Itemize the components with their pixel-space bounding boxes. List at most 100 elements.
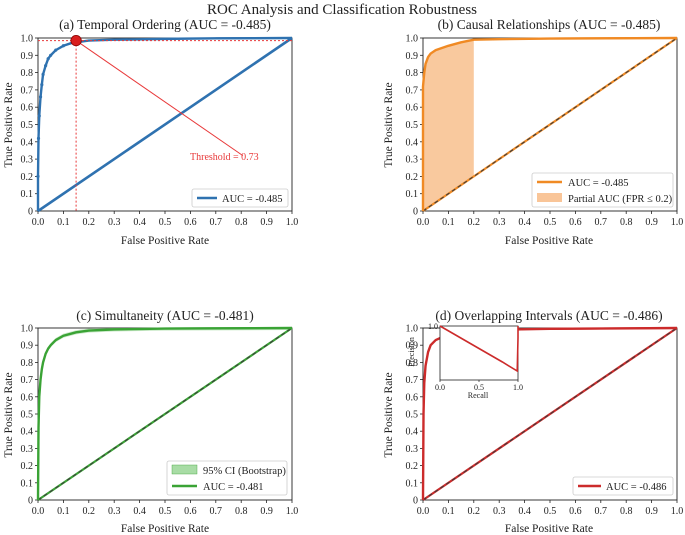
y-tick-label: 0.6 — [406, 103, 419, 114]
x-tick-label: 0.1 — [57, 506, 70, 517]
x-tick-label: 0.5 — [544, 217, 557, 228]
inset-y-label: Precision — [407, 337, 416, 367]
roc-point — [61, 44, 65, 48]
legend-swatch-partial-auc — [537, 193, 562, 202]
x-tick-label: 0.5 — [544, 506, 557, 517]
y-tick-label: 0.1 — [406, 189, 419, 200]
plot-area: 0.0 0.1 0.2 0.3 0.4 0.5 0.6 0.7 0.8 0.9 1.0 0 0.1 0.2… — [21, 34, 299, 229]
inset-x-tick-label: 0.0 — [435, 383, 445, 392]
threshold-marker — [70, 34, 82, 47]
y-tick-label: 0.2 — [21, 172, 34, 183]
panel-title: (b) Causal Relationships (AUC = -0.485) — [438, 17, 661, 32]
x-tick-label: 0.9 — [260, 217, 273, 228]
legend-label-auc: AUC = -0.485 — [568, 178, 628, 189]
panel-d-overlapping-intervals: 0.0 0.1 0.2 0.3 0.4 0.5 0.6 0.7 0.8 0.9 1.0 0 0.1 0.2… — [383, 308, 683, 535]
y-tick-label: 0.9 — [406, 341, 419, 352]
y-tick-label: 0.8 — [406, 358, 419, 369]
x-tick-label: 0.5 — [159, 217, 172, 228]
y-tick-label: 0.1 — [406, 478, 419, 489]
y-tick-label: 0 — [28, 207, 33, 218]
y-axis-label: True Positive Rate — [383, 372, 395, 457]
x-tick-label: 0.8 — [620, 217, 633, 228]
x-tick-label: 1.0 — [286, 217, 299, 228]
y-tick-label: 0.5 — [406, 410, 419, 421]
roc-point — [36, 136, 41, 140]
y-tick-label: 0.3 — [21, 444, 34, 455]
inset-x-label: Recall — [468, 391, 489, 400]
x-tick-label: 0.1 — [442, 217, 455, 228]
y-axis-label: True Positive Rate — [3, 82, 15, 167]
y-tick-label: 0.9 — [406, 51, 419, 62]
x-tick-label: 1.0 — [671, 217, 684, 228]
x-tick-label: 0.7 — [210, 506, 223, 517]
y-tick-label: 0.7 — [21, 375, 34, 386]
roc-curve-line — [36, 326, 293, 501]
legend-label: AUC = -0.486 — [606, 482, 666, 493]
x-tick-label: 0.0 — [417, 506, 430, 517]
inset-x-tick-label: 1.0 — [513, 383, 523, 392]
x-tick-label: 0.1 — [57, 217, 70, 228]
inset-x-tick-label: 0.5 — [474, 383, 484, 392]
panel-title: (a) Temporal Ordering (AUC = -0.485) — [59, 17, 271, 32]
x-tick-label: 0.8 — [235, 217, 248, 228]
x-tick-label: 0.8 — [235, 506, 248, 517]
x-tick-label: 0.6 — [184, 506, 197, 517]
random-diagonal-line — [37, 36, 293, 213]
roc-point — [37, 114, 41, 118]
legend-swatch-ci — [171, 464, 198, 475]
partial-auc-region — [423, 39, 474, 212]
precision-recall-curve — [439, 325, 519, 373]
y-tick-label: 0.3 — [406, 155, 419, 166]
y-tick-label: 0.5 — [21, 410, 34, 421]
threshold-annotation: Threshold = 0.73 — [190, 152, 259, 163]
y-tick-label: 0.4 — [21, 137, 34, 148]
x-tick-label: 0.4 — [518, 217, 531, 228]
y-tick-label: 0 — [413, 207, 418, 218]
x-tick-label: 0.9 — [645, 506, 658, 517]
figure-suptitle: ROC Analysis and Classification Robustne… — [207, 2, 477, 18]
y-tick-label: 0.4 — [406, 137, 419, 148]
y-tick-label: 1.0 — [21, 324, 34, 335]
y-tick-label: 0.1 — [21, 189, 34, 200]
y-tick-label: 1.0 — [406, 34, 419, 45]
legend-box — [531, 172, 674, 208]
x-tick-label: 0.6 — [184, 217, 197, 228]
x-tick-label: 0.9 — [260, 506, 273, 517]
roc-curve-line — [421, 36, 678, 211]
y-tick-label: 0 — [28, 496, 33, 507]
roc-point — [38, 95, 43, 99]
y-tick-label: 0.8 — [21, 358, 34, 369]
legend-label: AUC = -0.485 — [222, 194, 282, 205]
legend-box — [191, 188, 289, 208]
roc-point — [41, 72, 45, 76]
y-tick-label: 0.3 — [406, 444, 419, 455]
y-tick-label: 0.6 — [406, 392, 419, 403]
y-axis-label: True Positive Rate — [3, 372, 15, 457]
roc-point — [46, 57, 50, 61]
panel-title: (c) Simultaneity (AUC = -0.481) — [76, 308, 253, 323]
y-tick-label: 0.6 — [21, 392, 34, 403]
x-tick-label: 0.2 — [468, 217, 481, 228]
x-tick-label: 0.3 — [108, 217, 121, 228]
threshold-arrow — [75, 40, 244, 157]
x-tick-label: 0.9 — [645, 217, 658, 228]
y-axis-label: True Positive Rate — [383, 82, 395, 167]
roc-curve-top — [549, 37, 678, 40]
panel-c-simultaneity: 0.0 0.1 0.2 0.3 0.4 0.5 0.6 0.7 0.8 0.9 1.0 0 0.1 0.2… — [3, 308, 298, 535]
x-axis-label: False Positive Rate — [505, 235, 593, 247]
x-tick-label: 0.7 — [595, 506, 608, 517]
y-tick-label: 1.0 — [21, 34, 34, 45]
panel-a-temporal-ordering: 0.0 0.1 0.2 0.3 0.4 0.5 0.6 0.7 0.8 0.9 1.0 0 0.1 0.2… — [3, 17, 298, 247]
y-tick-label: 0.7 — [406, 85, 419, 96]
y-tick-label: 0.2 — [21, 461, 34, 472]
y-tick-label: 0.6 — [21, 103, 34, 114]
inset-y-tick-label: 1.0 — [428, 322, 438, 331]
legend — [191, 188, 289, 208]
y-tick-label: 0.4 — [21, 427, 34, 438]
y-tick-label: 0.7 — [21, 85, 34, 96]
y-tick-label: 0.8 — [21, 68, 34, 79]
legend — [166, 460, 288, 496]
x-tick-label: 0.6 — [569, 217, 582, 228]
y-tick-label: 1.0 — [406, 324, 419, 335]
x-tick-label: 0.0 — [417, 217, 430, 228]
